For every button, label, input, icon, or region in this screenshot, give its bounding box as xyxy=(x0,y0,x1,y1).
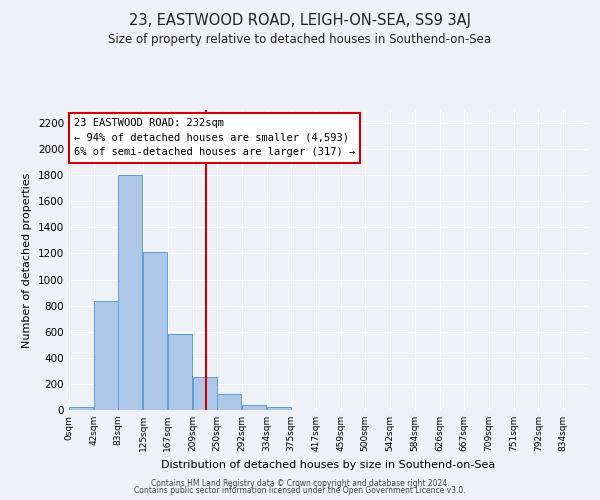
Bar xyxy=(94,300,118,410)
Text: Contains HM Land Registry data © Crown copyright and database right 2024.: Contains HM Land Registry data © Crown c… xyxy=(151,478,449,488)
X-axis label: Distribution of detached houses by size in Southend-on-Sea: Distribution of detached houses by size … xyxy=(161,460,496,469)
Text: 23, EASTWOOD ROAD, LEIGH-ON-SEA, SS9 3AJ: 23, EASTWOOD ROAD, LEIGH-ON-SEA, SS9 3AJ xyxy=(129,12,471,28)
Bar xyxy=(168,334,192,410)
Bar xyxy=(193,377,217,410)
Bar xyxy=(143,252,167,410)
Text: Size of property relative to detached houses in Southend-on-Sea: Size of property relative to detached ho… xyxy=(109,32,491,46)
Bar xyxy=(217,394,241,410)
Bar xyxy=(118,175,142,410)
Text: Contains public sector information licensed under the Open Government Licence v3: Contains public sector information licen… xyxy=(134,486,466,495)
Bar xyxy=(267,407,291,410)
Bar xyxy=(69,406,93,410)
Y-axis label: Number of detached properties: Number of detached properties xyxy=(22,172,32,348)
Text: 23 EASTWOOD ROAD: 232sqm
← 94% of detached houses are smaller (4,593)
6% of semi: 23 EASTWOOD ROAD: 232sqm ← 94% of detach… xyxy=(74,118,355,158)
Bar xyxy=(242,404,266,410)
